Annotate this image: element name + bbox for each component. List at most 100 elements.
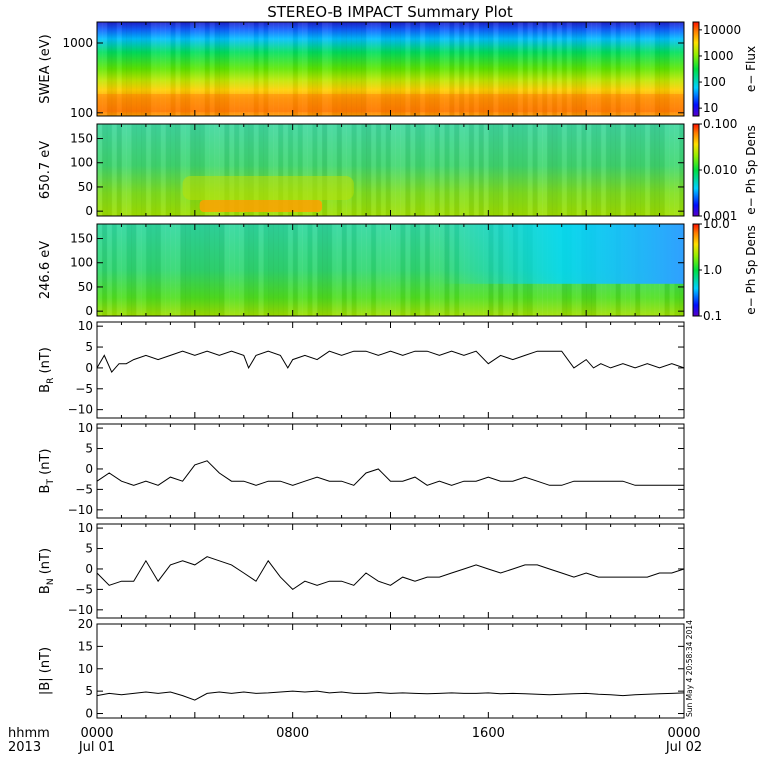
spectrogram-stripe xyxy=(287,224,294,316)
y-tick-label: 10 xyxy=(78,662,93,676)
panel-bn: −10 −5 0 5 10 BN (nT) xyxy=(38,521,685,619)
spectrogram-stripe xyxy=(415,124,421,216)
spectrogram-stripe xyxy=(263,124,269,216)
spectrogram-stripe xyxy=(512,124,519,216)
spectrogram-stripe xyxy=(199,124,206,216)
spectrogram-stripe xyxy=(493,124,499,216)
spectrogram-stripe xyxy=(141,124,147,216)
time-axis-hhmm-label: hhmm xyxy=(8,726,50,741)
spectrogram-stripe xyxy=(571,22,577,116)
spectrogram-stripe xyxy=(160,124,166,216)
time-tick-date: Jul 01 xyxy=(78,740,115,755)
spectrogram-stripe xyxy=(576,124,582,216)
spectrogram-stripe xyxy=(439,124,445,216)
spectrogram-stripe xyxy=(170,22,176,116)
spectrogram-stripe xyxy=(468,124,475,216)
spectrogram-stripe xyxy=(131,22,137,116)
colorbar-tick-label: 0.001 xyxy=(703,209,737,223)
panel-frame xyxy=(96,623,685,719)
spectrogram-stripe xyxy=(199,224,206,316)
spectrogram-stripe xyxy=(97,224,103,316)
y-axis-label-subscript: T xyxy=(46,479,56,486)
y-tick-label: 10 xyxy=(78,421,93,435)
spectrogram-stripe xyxy=(366,22,372,116)
y-tick-label: 0 xyxy=(85,361,93,375)
spectrogram-stripe xyxy=(419,124,426,216)
spectrogram-stripe xyxy=(150,124,157,216)
spectrogram-stripe xyxy=(400,22,406,116)
spectrogram-stripe xyxy=(527,124,533,216)
spectrogram-stripe xyxy=(512,22,519,116)
spectrogram-stripe xyxy=(155,124,162,216)
y-tick-label: 5 xyxy=(85,442,93,456)
spectrogram-stripe xyxy=(243,22,250,116)
spectrogram-stripe xyxy=(429,124,435,216)
y-axis-label-main: B xyxy=(38,585,53,594)
panel-bt: −10 −5 0 5 10 BT (nT) xyxy=(38,421,685,519)
spectrogram-stripe xyxy=(571,124,577,216)
spectrogram-stripe xyxy=(361,22,367,116)
spectrogram-stripe xyxy=(346,22,352,116)
spectrogram-stripe xyxy=(336,224,343,316)
spectrogram-stripe xyxy=(282,22,289,116)
spectrogram-stripe xyxy=(194,224,201,316)
spectrogram-stripe xyxy=(640,124,646,216)
spectrogram-stripe xyxy=(551,124,558,216)
spectrogram-stripe xyxy=(385,22,391,116)
spectrogram-stripe xyxy=(121,224,127,316)
spectrogram-stripe xyxy=(483,22,489,116)
spectrogram-stripe xyxy=(111,22,118,116)
spectrogram-stripe xyxy=(410,124,416,216)
colorbar-label: e− Flux xyxy=(744,46,758,92)
spectrogram-stripe xyxy=(649,22,656,116)
spectrogram-stripe xyxy=(659,124,665,216)
y-axis-label: 650.7 eV xyxy=(38,141,53,199)
spectrogram-stripe xyxy=(449,22,455,116)
spectrogram-stripe xyxy=(644,124,651,216)
spectrogram-stripe xyxy=(106,22,113,116)
spectrogram-stripe xyxy=(586,22,592,116)
y-tick-label: 10 xyxy=(78,521,93,535)
spectrogram-stripe xyxy=(405,124,411,216)
spectrogram-stripe xyxy=(674,22,680,116)
spectrogram-stripe xyxy=(664,124,670,216)
spectrogram-stripe xyxy=(248,224,254,316)
colorbar-pad650 xyxy=(693,124,699,216)
spectrogram-stripe xyxy=(659,22,665,116)
y-tick-label: −10 xyxy=(68,503,93,517)
y-axis-label-subscript: N xyxy=(46,578,56,585)
spectrogram-stripe xyxy=(189,22,196,116)
y-axis-label-unit: (nT) xyxy=(38,347,53,377)
spectrogram-stripe xyxy=(679,22,685,116)
spectrogram-stripe xyxy=(101,224,108,316)
spectrogram-stripe xyxy=(356,124,362,216)
spectrogram-stripe xyxy=(405,224,411,316)
spectrogram-swea xyxy=(97,22,684,116)
spectrogram-stripe xyxy=(449,124,455,216)
spectrogram-stripe xyxy=(126,22,132,116)
spectrogram-stripe xyxy=(116,124,122,216)
spectrogram-stripe xyxy=(111,124,118,216)
spectrogram-stripe xyxy=(625,124,631,216)
spectrogram-stripe xyxy=(234,124,240,216)
spectrogram-stripe xyxy=(131,124,137,216)
spectrogram-stripe xyxy=(537,124,543,216)
spectrogram-stripe xyxy=(600,124,607,216)
spectrogram-stripe xyxy=(400,224,406,316)
spectrogram-stripe xyxy=(370,124,377,216)
spectrogram-stripe xyxy=(273,224,279,316)
y-tick-label: 50 xyxy=(78,180,93,194)
y-tick-label: 0 xyxy=(85,562,93,576)
spectrogram-stripe xyxy=(160,224,166,316)
spectrogram-stripe xyxy=(503,22,509,116)
spectrogram-stripe xyxy=(483,124,489,216)
spectrogram-stripe xyxy=(542,22,548,116)
spectrogram-stripe xyxy=(370,22,377,116)
spectrogram-stripe xyxy=(136,124,142,216)
spectrogram-stripe xyxy=(385,124,391,216)
spectrogram-stripe xyxy=(165,224,171,316)
spectrogram-stripe xyxy=(356,224,362,316)
spectrogram-stripe xyxy=(547,124,553,216)
spectrogram-stripe xyxy=(375,124,382,216)
